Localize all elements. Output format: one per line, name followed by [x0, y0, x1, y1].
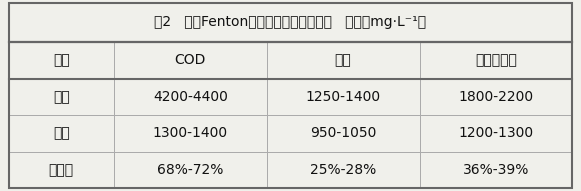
- Text: 氨氮: 氨氮: [335, 53, 352, 67]
- Bar: [114, 115, 267, 152]
- Bar: [114, 79, 267, 115]
- Text: 出水: 出水: [53, 126, 70, 140]
- Text: 表2   单一Fenton法处理垃圾渗滤液结果   单位（mg·L⁻¹）: 表2 单一Fenton法处理垃圾渗滤液结果 单位（mg·L⁻¹）: [155, 15, 426, 29]
- Bar: [9, 79, 114, 115]
- Bar: [9, 42, 572, 188]
- Text: 950-1050: 950-1050: [310, 126, 376, 140]
- Text: 1200-1300: 1200-1300: [458, 126, 533, 140]
- Bar: [419, 115, 572, 152]
- Text: 36%-39%: 36%-39%: [462, 163, 529, 177]
- Bar: [267, 42, 419, 79]
- Text: 进水: 进水: [53, 90, 70, 104]
- Bar: [114, 42, 267, 79]
- Text: 68%-72%: 68%-72%: [157, 163, 224, 177]
- Text: 1300-1400: 1300-1400: [153, 126, 228, 140]
- Text: 25%-28%: 25%-28%: [310, 163, 376, 177]
- Text: 项目: 项目: [53, 53, 70, 67]
- Bar: [419, 152, 572, 188]
- Text: 去除率: 去除率: [49, 163, 74, 177]
- Bar: [419, 42, 572, 79]
- Bar: [267, 115, 419, 152]
- Bar: [9, 3, 572, 42]
- Text: 色度（倍）: 色度（倍）: [475, 53, 517, 67]
- Bar: [9, 152, 114, 188]
- Bar: [9, 42, 114, 79]
- Bar: [267, 152, 419, 188]
- Bar: [114, 152, 267, 188]
- Bar: [9, 115, 114, 152]
- Text: 4200-4400: 4200-4400: [153, 90, 228, 104]
- Bar: [9, 3, 572, 42]
- Text: 1800-2200: 1800-2200: [458, 90, 533, 104]
- Text: COD: COD: [175, 53, 206, 67]
- Text: 1250-1400: 1250-1400: [306, 90, 381, 104]
- Bar: [9, 42, 572, 79]
- Bar: [267, 79, 419, 115]
- Bar: [419, 79, 572, 115]
